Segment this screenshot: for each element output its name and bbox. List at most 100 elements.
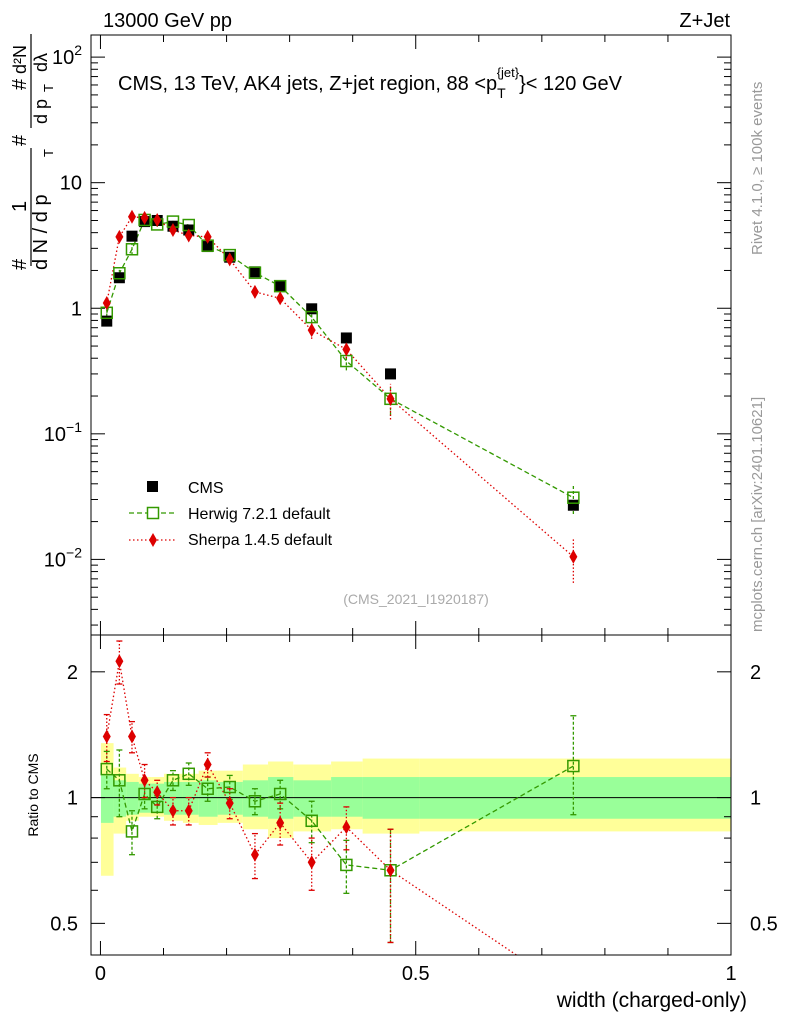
header-energy-label: 13000 GeV pp <box>103 10 232 32</box>
main-y-tick-label: 10 <box>60 173 82 195</box>
ratio-herwig-point <box>113 774 126 787</box>
main-y-tick-exponent: 2 <box>74 42 82 58</box>
ratio-sherpa-point <box>127 729 136 744</box>
main-series-layer <box>100 209 580 583</box>
ratio-panel: 0.5 0.5 1 1 2 2 0 0.5 1 Ratio to CMS width (char… <box>25 634 778 1012</box>
ratio-herwig-point <box>567 759 580 773</box>
sherpa-point <box>184 228 193 243</box>
cms-point <box>306 303 318 315</box>
main-y-tick-label: 102 <box>52 42 82 69</box>
chart-title-end: }< 120 GeV <box>519 73 623 95</box>
x-tick-label: 0 <box>95 963 106 985</box>
main-y-tick-label: 10−1 <box>44 419 82 446</box>
ratio-band-inner <box>100 775 114 823</box>
ylabel-dn-dpt: d N / d p <box>30 194 52 270</box>
chart-title-sub: T <box>497 85 506 101</box>
ratio-y-tick-label-left: 0.5 <box>50 913 78 935</box>
main-y-tick-base: 10 <box>52 47 74 69</box>
ratio-sherpa-point <box>168 803 177 818</box>
main-y-axis-label: # 1 d N / d p T # # d²N d p T dλ <box>9 34 56 270</box>
ratio-herwig-point <box>125 825 139 838</box>
ratio-y-tick-label-right: 1 <box>750 788 761 810</box>
mcplots-label: mcplots.cern.ch [arXiv:2401.10621] <box>749 397 766 632</box>
sherpa-point <box>102 296 111 311</box>
ratio-sherpa-point <box>307 855 316 870</box>
sherpa-point <box>569 549 578 564</box>
main-panel-frame <box>90 34 732 636</box>
main-y-tick-exponent: −2 <box>66 544 82 560</box>
cms-point <box>113 272 125 284</box>
sherpa-point <box>225 252 234 267</box>
ylabel-d2n: d²N <box>10 45 30 74</box>
herwig-point <box>305 310 318 324</box>
sherpa-point <box>127 209 136 224</box>
cms-point <box>567 499 579 511</box>
legend-herwig-marker <box>146 506 160 520</box>
sherpa-point <box>307 323 316 338</box>
legend: CMS Herwig 7.2.1 default Sherpa 1.4.5 de… <box>129 480 333 549</box>
cms-point <box>101 315 113 327</box>
sherpa-point <box>115 229 124 244</box>
x-tick-label: 0.5 <box>402 963 430 985</box>
ratio-band-inner <box>113 780 127 817</box>
chart-title-main: CMS, 13 TeV, AK4 jets, Z+jet region, 88 … <box>118 73 497 95</box>
ratio-band-inner <box>164 781 183 815</box>
legend-cms-marker <box>147 481 158 492</box>
ratio-panel-frame <box>90 634 732 956</box>
ratio-sherpa-point <box>250 847 259 862</box>
ratio-sherpa-point <box>184 803 193 818</box>
x-axis-label: width (charged-only) <box>556 989 747 1012</box>
ratio-herwig-point <box>305 814 318 828</box>
main-y-tick-exponent: −1 <box>66 419 82 435</box>
ratio-y-tick-label-right: 2 <box>750 662 761 684</box>
main-y-tick-base: 10 <box>44 549 66 571</box>
header-process-label: Z+Jet <box>679 10 730 32</box>
sherpa-point <box>250 284 259 299</box>
rivet-version-label: Rivet 4.1.0, ≥ 100k events <box>749 82 766 255</box>
ratio-band-inner <box>126 781 139 815</box>
ylabel-hash-1: # <box>9 258 31 270</box>
sherpa-point <box>153 212 162 227</box>
ylabel-hash-3: # <box>9 78 31 90</box>
herwig-point <box>248 266 262 279</box>
sherpa-line <box>106 216 574 558</box>
ratio-sherpa-point <box>203 757 212 772</box>
ratio-herwig-point <box>273 787 287 801</box>
ratio-herwig-point <box>150 800 164 814</box>
ylabel-t-sub-1: T <box>41 149 56 157</box>
ratio-herwig-point <box>182 767 195 781</box>
sherpa-point <box>140 210 149 225</box>
herwig-point <box>567 491 580 504</box>
ratio-sherpa-point <box>153 785 162 800</box>
ratio-herwig-point <box>201 782 214 795</box>
ratio-sherpa-point <box>102 729 111 744</box>
cms-point <box>385 368 397 380</box>
ylabel-dlambda: dλ <box>31 53 51 72</box>
ratio-axis-ticks: 0.5 0.5 1 1 2 2 0 0.5 1 <box>50 635 778 985</box>
sherpa-point <box>168 222 177 237</box>
ylabel-dpt: d p <box>31 99 51 124</box>
ratio-band-inner <box>182 781 199 815</box>
ratio-herwig-point <box>223 780 236 794</box>
cms-point <box>274 280 286 292</box>
ratio-series-layer <box>100 640 580 955</box>
cms-point <box>202 241 214 253</box>
cms-point <box>126 230 138 242</box>
ratio-clipped-group <box>100 640 580 955</box>
ylabel-t-sub-2: T <box>41 84 56 92</box>
ratio-y-tick-label-left: 1 <box>67 788 78 810</box>
sherpa-point <box>386 391 395 406</box>
main-y-tick-label: 1 <box>71 298 82 320</box>
ratio-sherpa-point <box>115 654 124 669</box>
ratio-y-tick-label-left: 2 <box>67 662 78 684</box>
ratio-herwig-point <box>138 787 151 801</box>
analysis-watermark: (CMS_2021_I1920187) <box>343 591 489 607</box>
ratio-herwig-point <box>100 762 114 776</box>
main-y-tick-base: 10 <box>44 424 66 446</box>
ratio-herwig-point <box>166 774 180 787</box>
legend-herwig-label: Herwig 7.2.1 default <box>188 506 331 523</box>
ratio-herwig-point <box>248 795 262 808</box>
legend-cms-label: CMS <box>188 480 224 497</box>
